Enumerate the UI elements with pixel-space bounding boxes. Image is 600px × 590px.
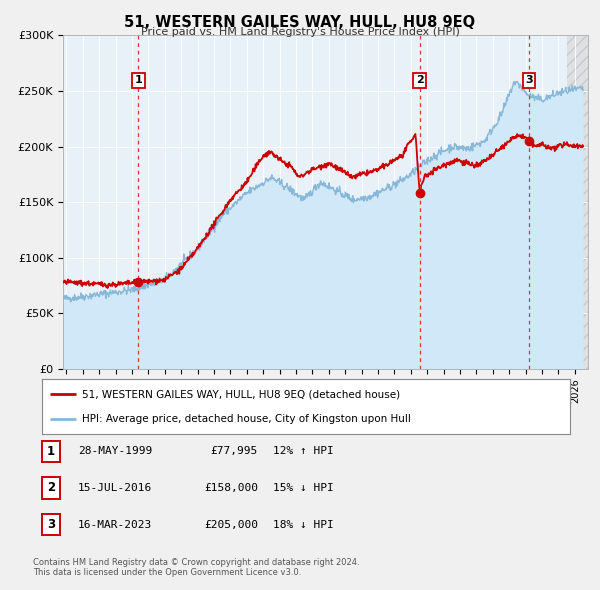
Text: £205,000: £205,000 <box>204 520 258 529</box>
Text: 15-JUL-2016: 15-JUL-2016 <box>78 483 152 493</box>
Text: £158,000: £158,000 <box>204 483 258 493</box>
Text: 12% ↑ HPI: 12% ↑ HPI <box>273 447 334 456</box>
Text: 15% ↓ HPI: 15% ↓ HPI <box>273 483 334 493</box>
Text: 1: 1 <box>134 76 142 86</box>
Text: Price paid vs. HM Land Registry's House Price Index (HPI): Price paid vs. HM Land Registry's House … <box>140 27 460 37</box>
Text: 51, WESTERN GAILES WAY, HULL, HU8 9EQ (detached house): 51, WESTERN GAILES WAY, HULL, HU8 9EQ (d… <box>82 389 400 399</box>
Text: 18% ↓ HPI: 18% ↓ HPI <box>273 520 334 529</box>
Text: 2: 2 <box>47 481 55 494</box>
Text: 2: 2 <box>416 76 424 86</box>
Text: 3: 3 <box>47 518 55 531</box>
Text: 28-MAY-1999: 28-MAY-1999 <box>78 447 152 456</box>
Text: 16-MAR-2023: 16-MAR-2023 <box>78 520 152 529</box>
Text: £77,995: £77,995 <box>211 447 258 456</box>
Text: 3: 3 <box>525 76 533 86</box>
Text: 1: 1 <box>47 445 55 458</box>
Text: Contains HM Land Registry data © Crown copyright and database right 2024.
This d: Contains HM Land Registry data © Crown c… <box>33 558 359 577</box>
Text: 51, WESTERN GAILES WAY, HULL, HU8 9EQ: 51, WESTERN GAILES WAY, HULL, HU8 9EQ <box>124 15 476 30</box>
Text: HPI: Average price, detached house, City of Kingston upon Hull: HPI: Average price, detached house, City… <box>82 414 410 424</box>
